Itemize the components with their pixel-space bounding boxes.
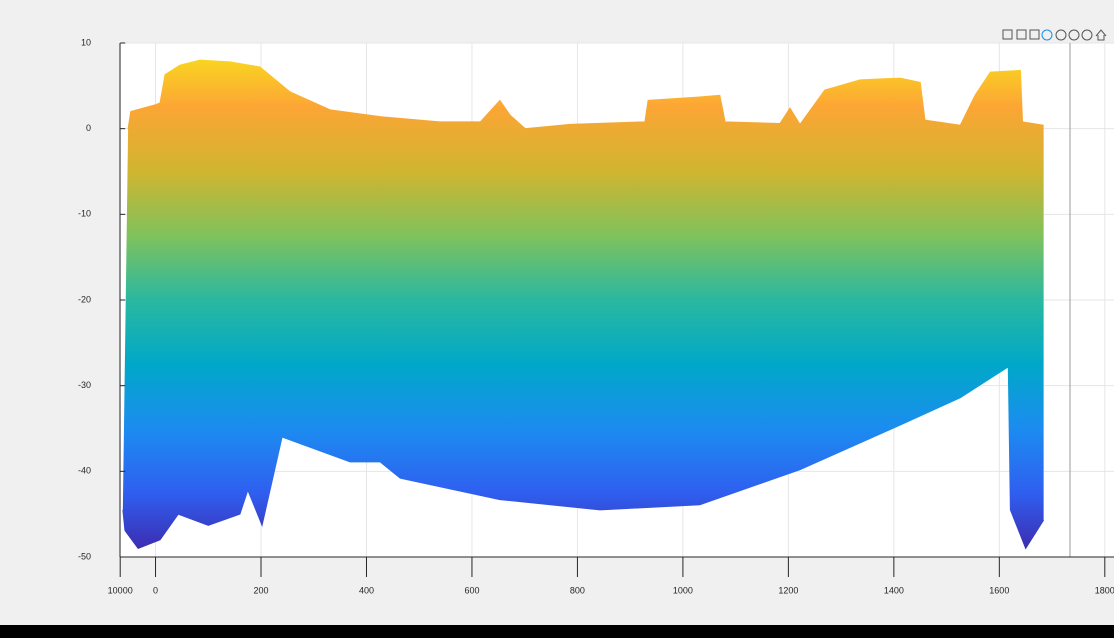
envelope-line [127, 59, 1044, 130]
y-tick-label: 10 [81, 37, 91, 47]
tool-icon[interactable] [1041, 29, 1053, 41]
x-tick-label: 600 [464, 585, 479, 595]
tool-icon[interactable] [1095, 29, 1107, 41]
y-tick-label: -40 [78, 466, 91, 476]
envelope-line [122, 365, 1045, 550]
x-tick-label: 1200 [778, 585, 798, 595]
y-tick-label: 0 [86, 123, 91, 133]
tool-icon[interactable] [1081, 29, 1093, 41]
toolbar[interactable] [1002, 29, 1107, 41]
x-tick-label: 1600 [989, 585, 1009, 595]
x-tick-label: 1000 [673, 585, 693, 595]
tool-icon[interactable] [1029, 29, 1040, 40]
tool-icon[interactable] [1055, 29, 1067, 41]
tool-icon[interactable] [1068, 29, 1080, 41]
tool-icon[interactable] [1002, 29, 1013, 40]
y-tick-label: -20 [78, 294, 91, 304]
band-fill [122, 60, 1044, 549]
x-tick-label: 0 [153, 585, 158, 595]
y-tick-label: -30 [78, 380, 91, 390]
tool-icon[interactable] [1016, 29, 1027, 40]
x-tick-label: 1400 [884, 585, 904, 595]
x-tick-label: 400 [359, 585, 374, 595]
y-tick-label: -10 [78, 209, 91, 219]
y-tick-label: -50 [78, 551, 91, 561]
plot-area [122, 59, 1045, 550]
bottom-bar [0, 625, 1114, 638]
x-tick-label: 10000 [108, 585, 133, 595]
x-tick-label: 200 [253, 585, 268, 595]
x-tick-label: 1800 [1095, 585, 1114, 595]
x-tick-label: 800 [570, 585, 585, 595]
